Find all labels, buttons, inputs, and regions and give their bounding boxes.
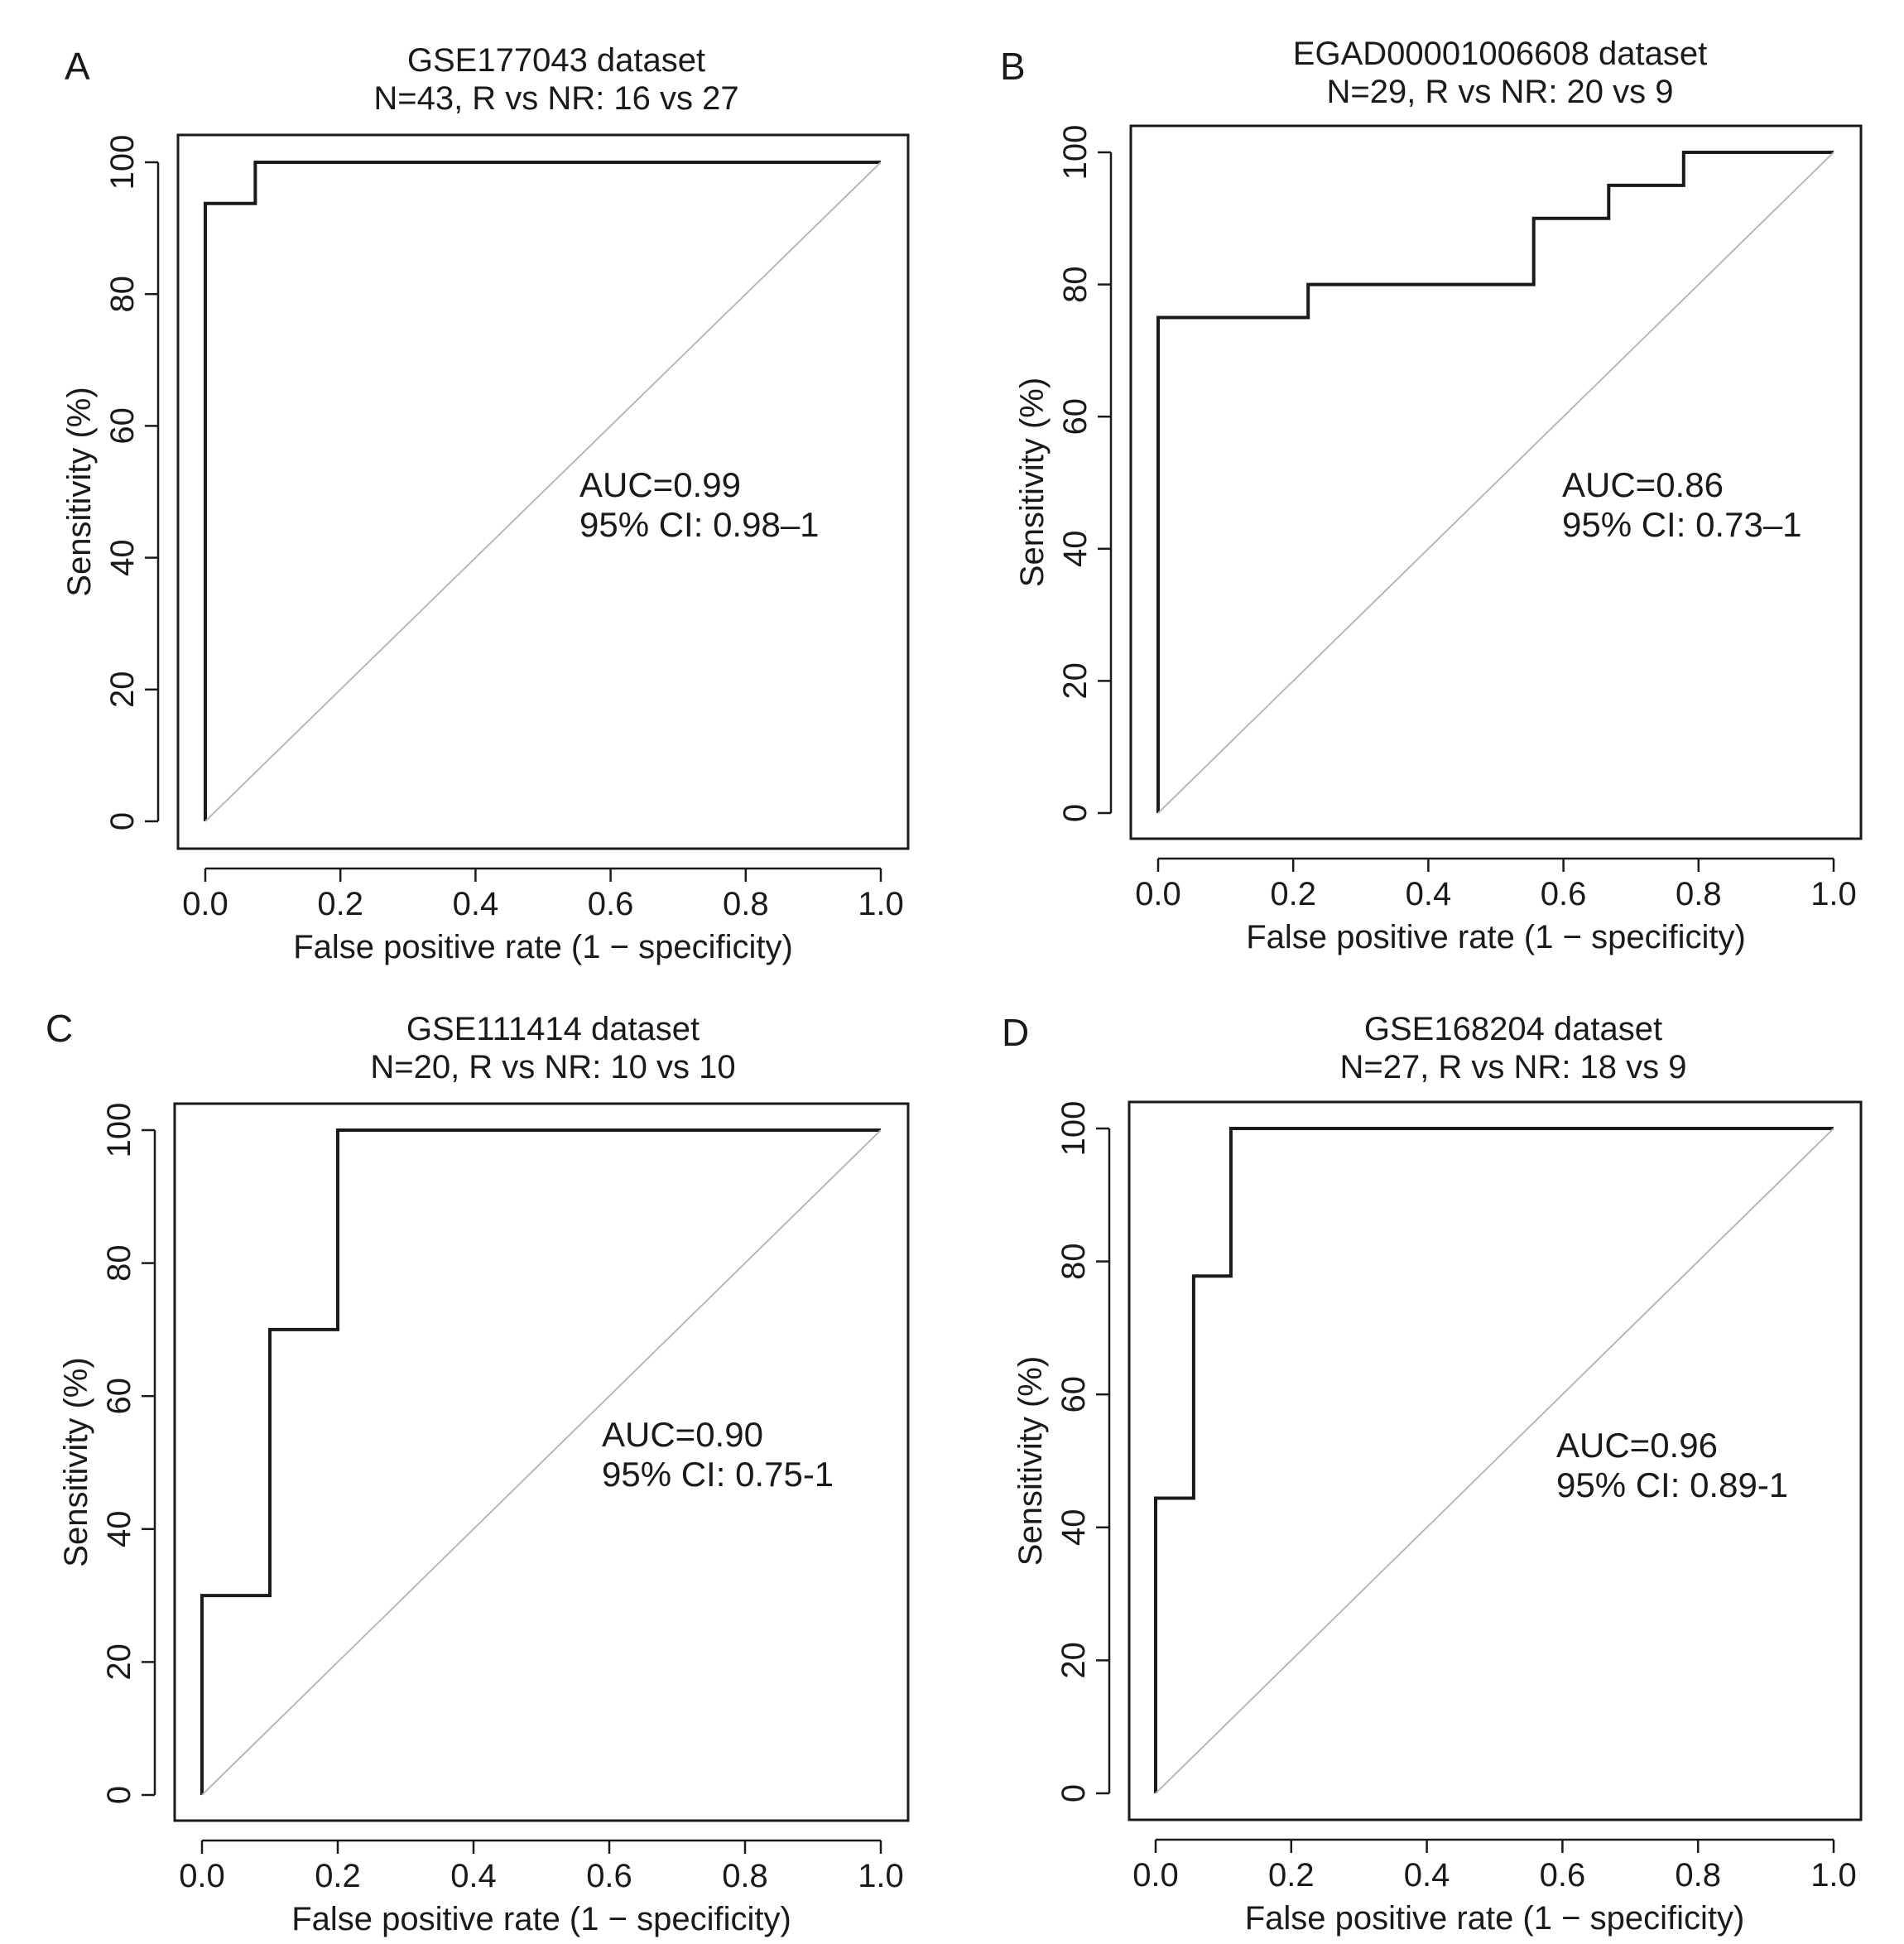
x-tick-label: 0.8 <box>723 886 769 922</box>
roc-curve <box>1154 1127 1834 1793</box>
x-tick-label: 0.8 <box>1675 1857 1721 1893</box>
chart-title: GSE177043 dataset <box>407 42 705 79</box>
x-tick-label: 0.2 <box>1270 876 1316 912</box>
y-tick-label: 100 <box>104 135 141 190</box>
x-tick-label: 0.4 <box>450 1858 497 1894</box>
y-tick-label: 60 <box>104 407 141 445</box>
y-tick-label: 100 <box>1055 1101 1092 1157</box>
reference-diagonal-line <box>204 161 882 822</box>
x-tick-label: 0.6 <box>1541 876 1587 912</box>
ci-label: 95% CI: 0.75-1 <box>602 1455 834 1494</box>
x-axis-label: False positive rate (1 − specificity) <box>291 1901 791 1937</box>
y-tick-label: 80 <box>1055 1243 1092 1280</box>
y-tick-label: 80 <box>101 1244 137 1282</box>
x-tick-label: 0.0 <box>1132 1857 1179 1893</box>
x-tick-label: 0.6 <box>588 886 634 922</box>
y-tick-label: 0 <box>1057 804 1094 822</box>
x-tick-label: 0.0 <box>179 1858 225 1894</box>
chart-title: GSE111414 dataset <box>406 1011 700 1047</box>
y-tick-label: 60 <box>101 1378 137 1415</box>
y-tick-label: 100 <box>1057 125 1094 180</box>
auc-label: AUC=0.96 <box>1556 1426 1718 1465</box>
y-tick-label: 80 <box>1057 266 1094 303</box>
y-tick-label: 40 <box>1055 1509 1092 1547</box>
x-tick-label: 0.2 <box>315 1858 361 1894</box>
x-tick-label: 0.2 <box>1268 1857 1315 1893</box>
plot-frame <box>176 133 910 850</box>
chart-subtitle: N=27, R vs NR: 18 vs 9 <box>1339 1049 1686 1085</box>
y-tick-label: 100 <box>101 1103 137 1158</box>
plot-frame <box>173 1102 910 1822</box>
x-tick-label: 1.0 <box>858 886 904 922</box>
panel-letter: B <box>1000 45 1026 88</box>
y-tick-label: 20 <box>101 1643 137 1681</box>
y-tick-label: 0 <box>1055 1784 1092 1802</box>
y-tick-label: 40 <box>1057 531 1094 568</box>
x-tick-label: 0.8 <box>722 1858 768 1894</box>
plot-frame <box>1129 124 1863 840</box>
y-tick-label: 0 <box>101 1786 137 1804</box>
roc-curve <box>204 161 881 821</box>
x-tick-label: 0.6 <box>586 1858 632 1894</box>
x-axis-label: False positive rate (1 − specificity) <box>1246 919 1746 955</box>
reference-diagonal-line <box>201 1129 882 1796</box>
y-axis-label: Sensitivity (%) <box>61 387 98 596</box>
x-tick-label: 1.0 <box>858 1858 904 1894</box>
y-tick-label: 20 <box>1057 662 1094 700</box>
y-tick-label: 20 <box>104 671 141 709</box>
panel-letter: D <box>1002 1011 1029 1054</box>
ci-label: 95% CI: 0.73–1 <box>1562 505 1802 544</box>
y-tick-label: 40 <box>104 539 141 576</box>
chart-subtitle: N=20, R vs NR: 10 vs 10 <box>370 1049 735 1085</box>
y-tick-label: 0 <box>104 812 141 830</box>
chart-title: EGAD00001006608 dataset <box>1293 36 1707 72</box>
x-tick-label: 1.0 <box>1810 876 1857 912</box>
x-tick-label: 0.0 <box>1135 876 1181 912</box>
x-tick-label: 0.4 <box>1404 1857 1450 1893</box>
reference-diagonal-line <box>1157 152 1834 814</box>
y-tick-label: 40 <box>101 1511 137 1548</box>
x-tick-label: 0.6 <box>1540 1857 1586 1893</box>
chart-title: GSE168204 dataset <box>1364 1011 1662 1047</box>
roc-curve <box>200 1128 881 1795</box>
x-tick-label: 0.4 <box>1406 876 1452 912</box>
auc-label: AUC=0.86 <box>1562 465 1724 504</box>
y-axis-label: Sensitivity (%) <box>1014 378 1051 587</box>
panel-letter: A <box>65 45 90 88</box>
plot-frame <box>1127 1100 1863 1821</box>
chart-subtitle: N=43, R vs NR: 16 vs 27 <box>373 80 738 117</box>
auc-label: AUC=0.90 <box>602 1415 763 1454</box>
y-tick-label: 80 <box>104 276 141 313</box>
y-axis-label: Sensitivity (%) <box>58 1357 94 1566</box>
ci-label: 95% CI: 0.98–1 <box>579 505 820 544</box>
x-tick-label: 0.4 <box>453 886 499 922</box>
y-tick-label: 60 <box>1057 398 1094 435</box>
x-tick-label: 0.2 <box>317 886 363 922</box>
y-tick-label: 20 <box>1055 1642 1092 1679</box>
roc-curve <box>1156 151 1834 813</box>
chart-subtitle: N=29, R vs NR: 20 vs 9 <box>1326 74 1673 110</box>
y-tick-label: 60 <box>1055 1376 1092 1413</box>
reference-diagonal-line <box>1155 1128 1834 1794</box>
x-tick-label: 1.0 <box>1810 1857 1857 1893</box>
auc-label: AUC=0.99 <box>579 465 741 504</box>
x-axis-label: False positive rate (1 − specificity) <box>1245 1900 1745 1937</box>
panel-letter: C <box>46 1007 73 1050</box>
y-axis-label: Sensitivity (%) <box>1012 1356 1049 1566</box>
ci-label: 95% CI: 0.89-1 <box>1556 1465 1788 1504</box>
x-tick-label: 0.8 <box>1676 876 1722 912</box>
x-tick-label: 0.0 <box>182 886 228 922</box>
x-axis-label: False positive rate (1 − specificity) <box>293 929 793 965</box>
